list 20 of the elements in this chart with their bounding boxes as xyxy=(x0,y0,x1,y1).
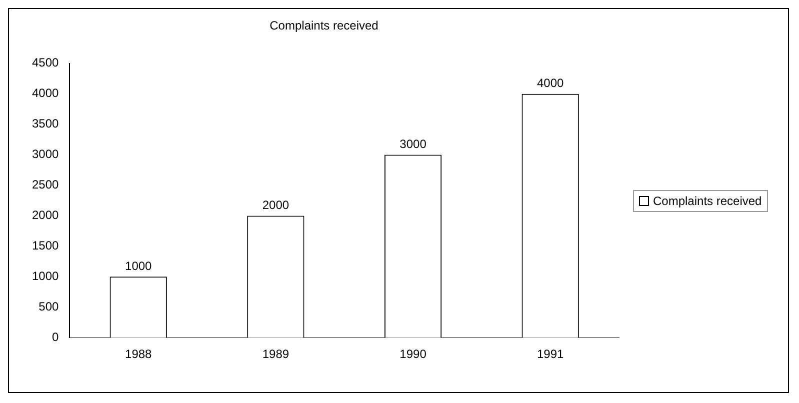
y-tick-label: 4500 xyxy=(32,56,60,70)
x-tick-label: 1990 xyxy=(400,347,427,362)
x-tick-label: 1991 xyxy=(536,347,564,362)
chart-title: Complaints received xyxy=(270,18,378,33)
data-label: 2000 xyxy=(262,198,290,212)
y-tick-label: 4000 xyxy=(32,86,60,100)
x-tick-label: 1989 xyxy=(262,347,290,362)
y-tick-label: 0 xyxy=(52,330,60,344)
x-tick-label: 1988 xyxy=(125,347,152,362)
data-label: 1000 xyxy=(125,258,152,273)
data-label: 4000 xyxy=(536,76,564,90)
y-tick-label: 500 xyxy=(38,299,60,314)
y-tick-label: 1500 xyxy=(32,238,60,253)
y-tick-label: 1000 xyxy=(32,268,60,283)
data-label: 3000 xyxy=(400,137,427,152)
y-tick-label: 3000 xyxy=(32,147,60,162)
text: Complaints received xyxy=(653,194,762,208)
y-tick-label: 2000 xyxy=(32,208,60,222)
y-tick-label: 2500 xyxy=(32,178,60,192)
y-tick-label: 3500 xyxy=(32,116,60,131)
